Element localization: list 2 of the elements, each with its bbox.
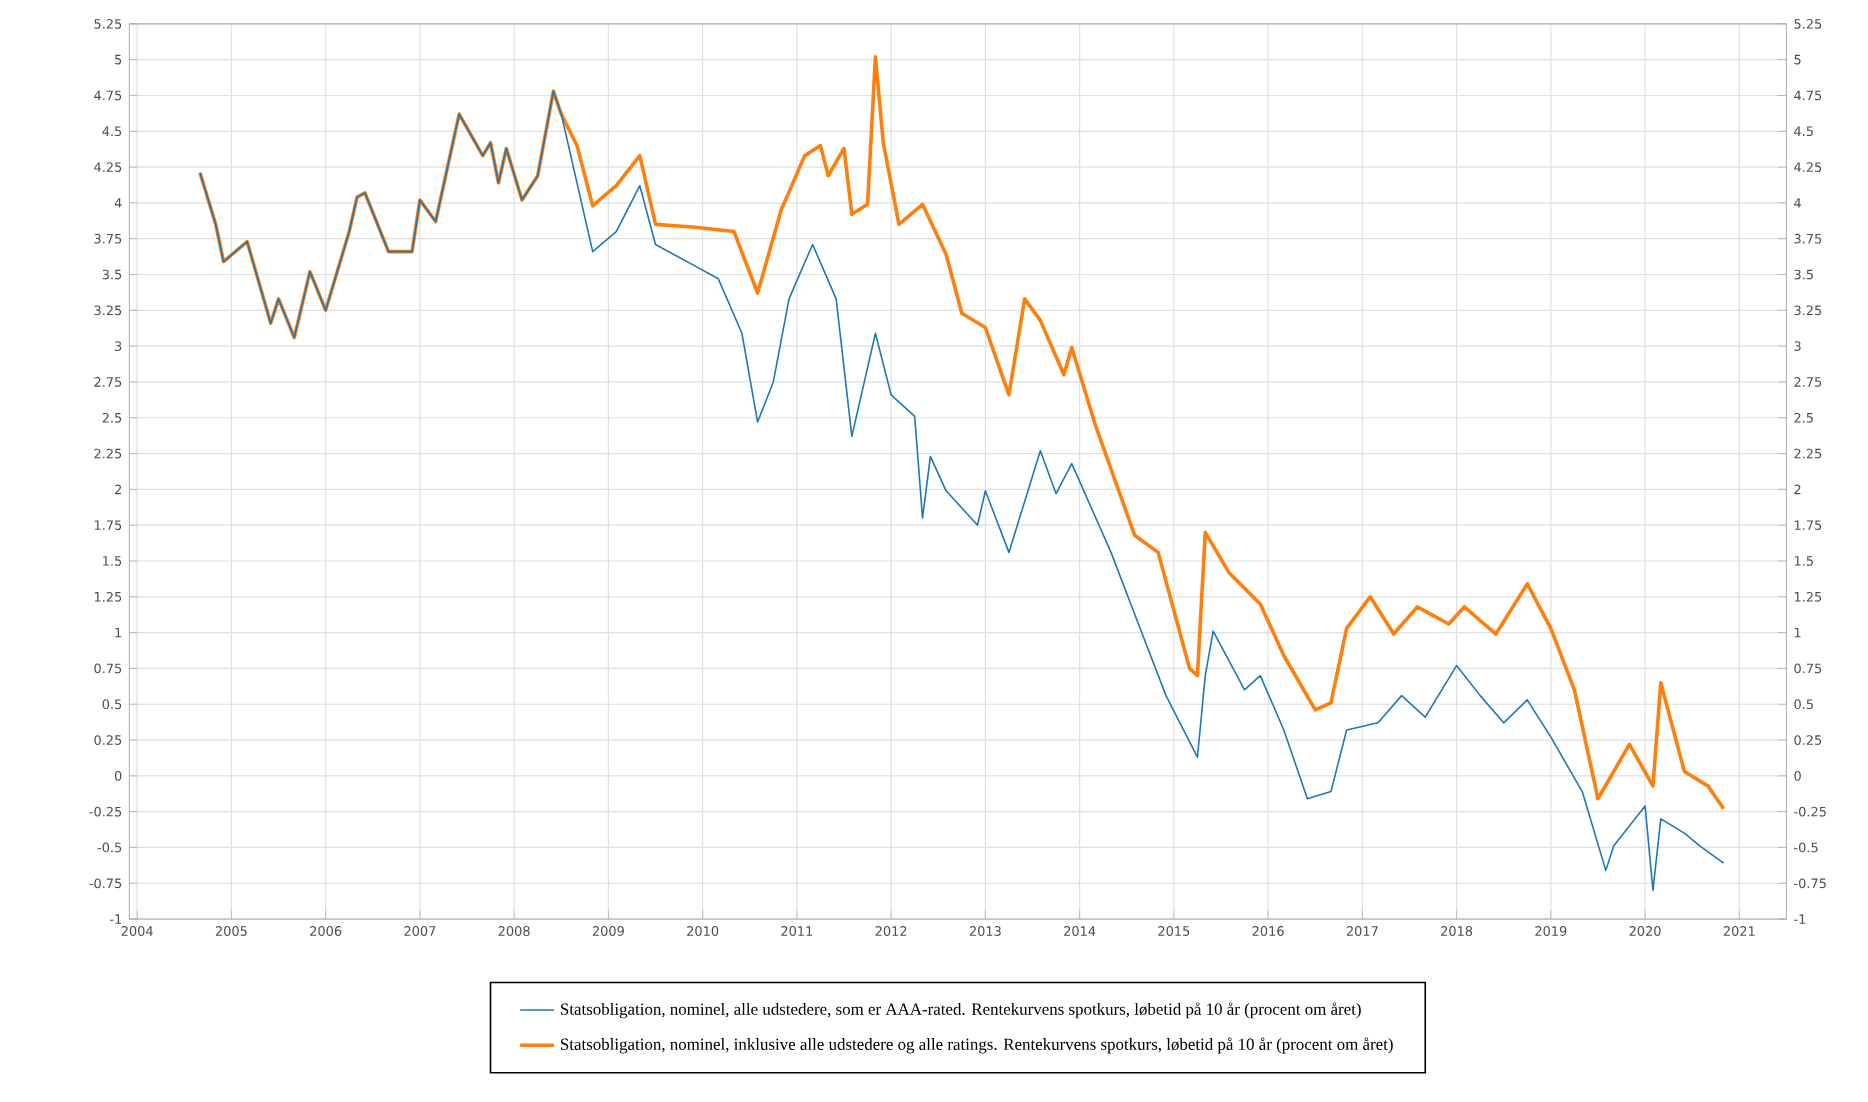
legend-label: Statsobligation, nominel, alle udstedere, som er AAA-rated. Rentekurvens spotkurs, løbetid på 10 år (procent om året) [561, 1002, 1361, 1019]
legend-label: Statsobligation, nominel, inklusive alle udstedere og alle ratings. Rentekurvens spotkurs, løbetid på 10 år (procent om året) [561, 1037, 1393, 1054]
